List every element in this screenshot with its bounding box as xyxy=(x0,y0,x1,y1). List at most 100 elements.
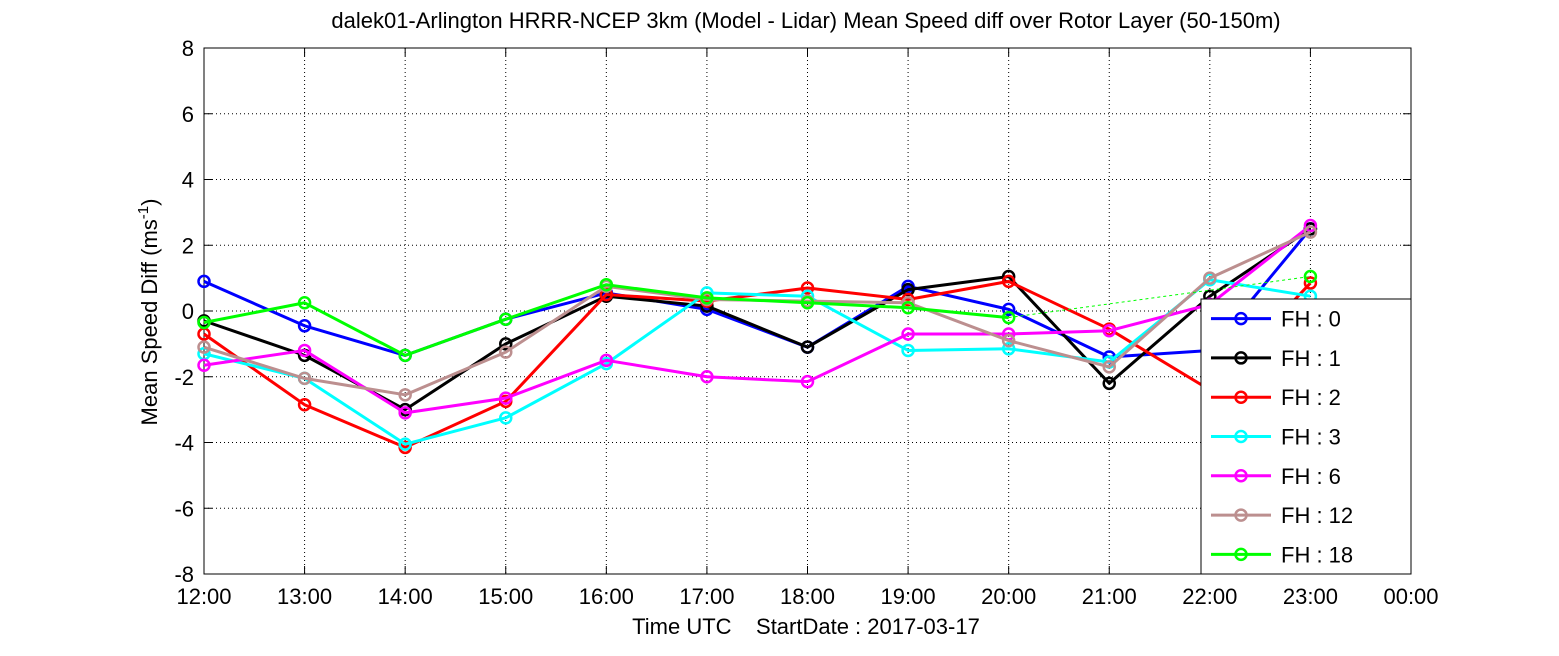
data-point xyxy=(297,319,312,333)
data-point xyxy=(1303,276,1318,290)
data-point xyxy=(398,348,412,363)
legend-item: FH : 3 xyxy=(1211,425,1341,450)
chart-title: dalek01-Arlington HRRR-NCEP 3km (Model -… xyxy=(331,8,1280,33)
data-point xyxy=(1001,333,1016,348)
data-point xyxy=(499,312,513,326)
y-axis-label-close: ) xyxy=(137,199,162,206)
data-point xyxy=(1001,342,1016,356)
legend-item: FH : 6 xyxy=(1211,464,1341,489)
x-tick-label: 00:00 xyxy=(1383,584,1438,609)
data-point xyxy=(1102,323,1116,338)
data-point xyxy=(1001,302,1016,317)
x-tick-label: 21:00 xyxy=(1082,584,1137,609)
x-tick-label: 20:00 xyxy=(981,584,1036,609)
x-tick-label: 23:00 xyxy=(1283,584,1338,609)
data-point xyxy=(901,343,915,358)
legend-label: FH : 2 xyxy=(1281,385,1341,410)
axes-layer: 12:00 13:00 14:00 15:00 16:00 17:00 18:00 19:00… xyxy=(174,36,1438,609)
data-point xyxy=(1203,271,1217,285)
series-layer xyxy=(197,218,1318,455)
data-point xyxy=(901,300,915,315)
y-tick-label: -8 xyxy=(174,562,194,587)
x-tick-label: 13:00 xyxy=(277,584,332,609)
data-point xyxy=(1001,310,1016,325)
series-line xyxy=(203,278,1311,446)
series-line xyxy=(203,224,1312,415)
data-point xyxy=(800,374,815,389)
data-point xyxy=(599,353,614,368)
y-tick-label: -2 xyxy=(174,365,194,390)
legend-swatch-marker xyxy=(1234,390,1248,404)
data-point xyxy=(499,345,513,359)
data-point xyxy=(398,437,412,451)
y-tick-label: 0 xyxy=(182,299,194,324)
legend-label: FH : 3 xyxy=(1281,425,1341,450)
legend-swatch-marker xyxy=(1234,429,1248,444)
legend-swatch-marker xyxy=(1234,508,1248,522)
legend-item: FH : 0 xyxy=(1211,307,1341,332)
data-point xyxy=(499,337,513,351)
y-tick-label: 4 xyxy=(182,168,194,193)
legend-label: FH : 0 xyxy=(1281,307,1341,332)
legend-label: FH : 6 xyxy=(1281,464,1341,489)
legend-swatch-marker xyxy=(1234,351,1248,365)
data-point xyxy=(800,281,815,295)
data-point xyxy=(1001,274,1016,289)
y-tick-label: 8 xyxy=(182,36,194,61)
x-tick-label: 12:00 xyxy=(176,584,231,609)
data-point xyxy=(901,327,915,341)
y-tick-label: -6 xyxy=(174,496,194,521)
x-tick-label: 16:00 xyxy=(579,584,634,609)
series-fh-3 xyxy=(197,273,1318,451)
data-point xyxy=(700,370,714,384)
legend-item: FH : 12 xyxy=(1211,503,1353,528)
legend: FH : 0 FH : 1 FH : 2 FH : 3 FH : 6 FH : 12 FH … xyxy=(1200,298,1412,575)
data-point xyxy=(800,340,815,354)
data-point xyxy=(1102,376,1116,391)
data-point xyxy=(700,291,714,305)
series-fh-18 xyxy=(197,269,1318,363)
data-point xyxy=(197,340,211,354)
y-axis-label-superscript: -1 xyxy=(135,206,152,219)
data-point xyxy=(197,358,211,372)
x-tick-label: 18:00 xyxy=(780,584,835,609)
data-point xyxy=(1303,225,1318,239)
legend-swatch-marker xyxy=(1234,547,1248,562)
y-axis-label-main: Mean Speed Diff (ms xyxy=(137,219,162,425)
y-tick-label: -4 xyxy=(174,431,194,456)
data-point xyxy=(1303,218,1318,233)
data-point xyxy=(197,315,211,330)
legend-item: FH : 2 xyxy=(1211,385,1341,410)
legend-label: FH : 1 xyxy=(1281,346,1341,371)
data-point xyxy=(297,296,312,310)
data-point xyxy=(297,371,312,386)
data-point xyxy=(499,411,513,425)
data-point xyxy=(197,274,211,289)
series-fh-6 xyxy=(197,218,1318,420)
data-point xyxy=(297,343,312,358)
data-point xyxy=(1102,360,1116,374)
series-line xyxy=(203,227,1312,359)
x-tick-label: 17:00 xyxy=(679,584,734,609)
legend-item: FH : 1 xyxy=(1211,346,1341,371)
legend-swatch-marker xyxy=(1234,311,1248,326)
data-point xyxy=(297,397,312,412)
legend-label: FH : 18 xyxy=(1281,542,1353,567)
x-tick-label: 22:00 xyxy=(1182,584,1237,609)
y-axis-label: Mean Speed Diff (ms-1) xyxy=(135,199,162,426)
data-point xyxy=(398,388,412,402)
legend-swatch-marker xyxy=(1234,469,1248,483)
series-line xyxy=(203,283,1009,357)
legend-item: FH : 18 xyxy=(1211,542,1353,567)
series-line xyxy=(203,227,1312,412)
data-point xyxy=(398,406,412,420)
data-point xyxy=(800,296,815,310)
x-tick-label: 14:00 xyxy=(378,584,433,609)
x-axis-label: Time UTC StartDate : 2017-03-17 xyxy=(632,614,980,639)
y-tick-label: 6 xyxy=(182,102,194,127)
y-tick-label: 2 xyxy=(182,233,194,258)
x-tick-label: 15:00 xyxy=(478,584,533,609)
data-point xyxy=(599,277,614,292)
data-point xyxy=(1303,269,1318,284)
data-point xyxy=(499,391,513,405)
